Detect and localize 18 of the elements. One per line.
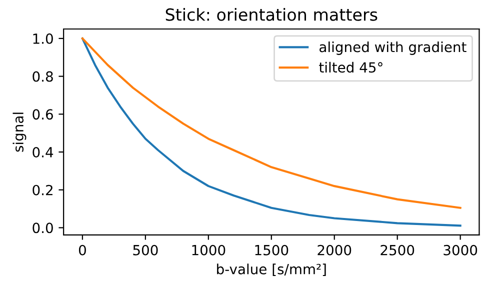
- y-tick-label: 0.8: [32, 71, 53, 82]
- x-tick-label: 1500: [255, 244, 288, 256]
- x-axis-title: b-value [s/mm²]: [217, 264, 326, 276]
- x-tick-label: 2000: [318, 244, 352, 256]
- y-tick-label: 0.6: [32, 109, 53, 120]
- y-tick-label: 0.4: [32, 146, 54, 158]
- x-tick-label: 1000: [192, 244, 226, 256]
- y-tick-label: 0.2: [32, 184, 52, 196]
- chart-title: Stick: orientation matters: [166, 8, 378, 21]
- y-tick-label: 0.0: [32, 222, 53, 234]
- x-tick-label: 3000: [444, 244, 478, 256]
- legend-label: aligned with gradient: [320, 42, 466, 55]
- y-axis-title: signal: [12, 112, 26, 152]
- y-tick-label: 1.0: [33, 33, 53, 44]
- x-tick-label: 0: [78, 244, 86, 256]
- x-tick-label: 500: [133, 244, 158, 256]
- x-tick-label: 2500: [380, 244, 414, 256]
- legend-label: tilted 45°: [319, 62, 382, 73]
